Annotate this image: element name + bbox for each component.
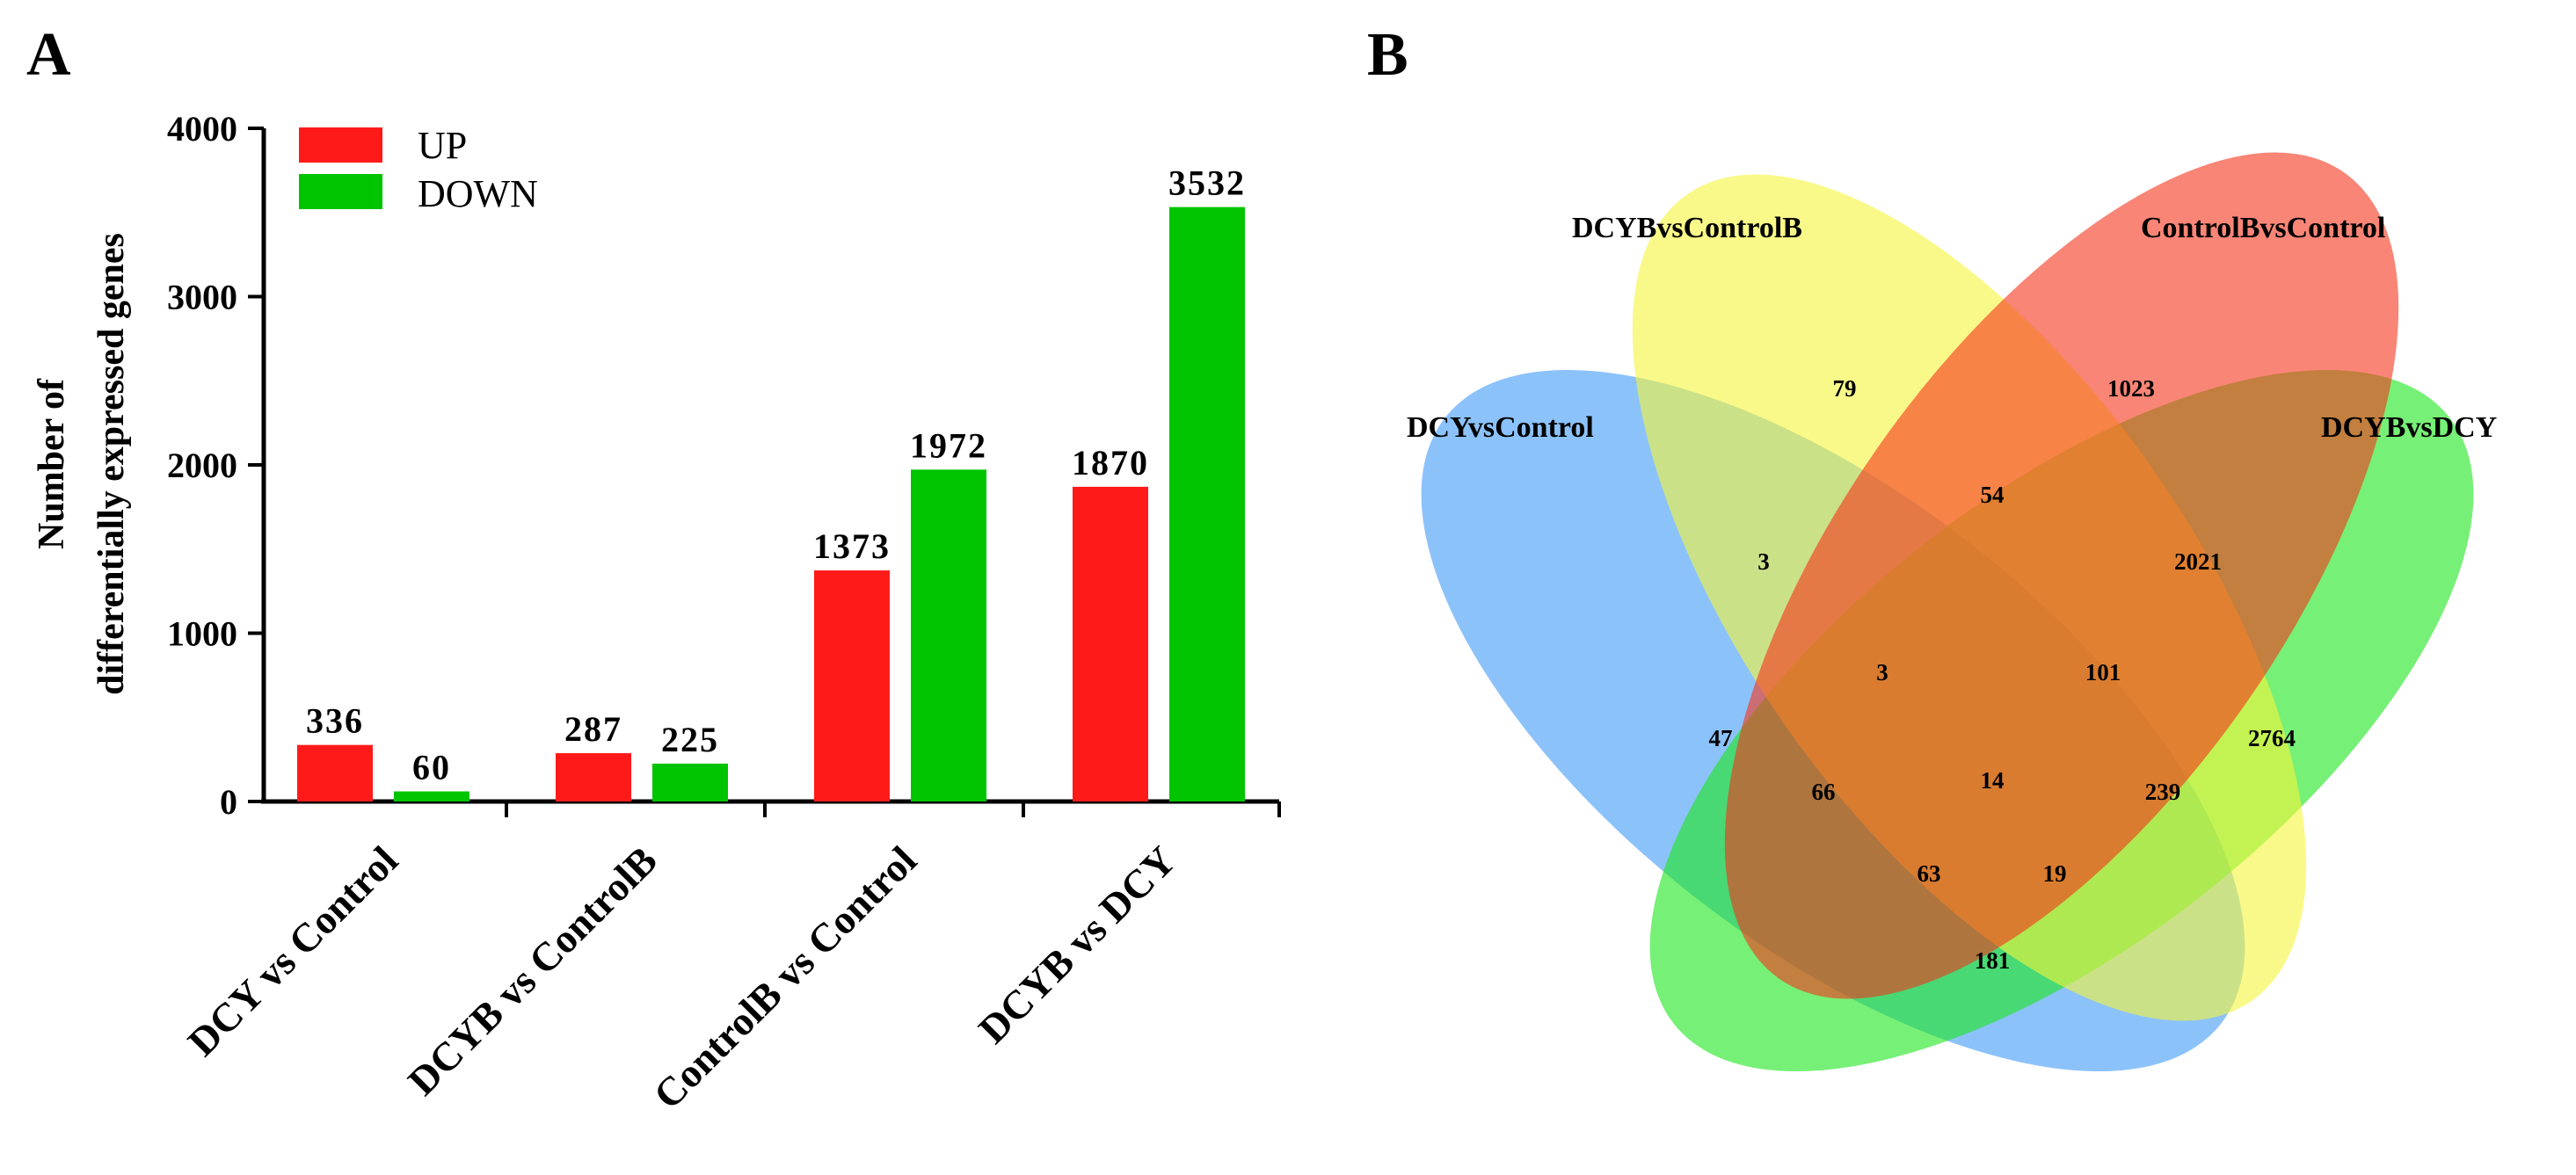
category-label: DCY vs Control bbox=[179, 838, 406, 1064]
venn-count: 19 bbox=[2043, 860, 2067, 887]
bar-value-label: 1972 bbox=[910, 425, 987, 465]
bar-value-label: 336 bbox=[306, 701, 364, 741]
bar-value-label: 1870 bbox=[1072, 443, 1149, 482]
y-tick-label: 1000 bbox=[167, 614, 237, 654]
venn-count: 54 bbox=[1981, 482, 2005, 508]
legend-label-down: DOWN bbox=[418, 172, 538, 215]
bar-value-label: 287 bbox=[564, 709, 622, 749]
category-label: DCYB vs ControlB bbox=[399, 838, 666, 1104]
venn-set-label-controlbvscontrol: ControlBvsControl bbox=[2141, 212, 2385, 244]
panel-a-label: A bbox=[26, 21, 71, 89]
panel-b-label: B bbox=[1367, 21, 1408, 89]
y-tick-label: 4000 bbox=[167, 109, 237, 149]
bar-down-0 bbox=[394, 791, 469, 801]
category-label: ControlB vs Control bbox=[644, 838, 925, 1118]
legend-swatch-down bbox=[299, 174, 382, 209]
venn-count: 1023 bbox=[2107, 375, 2155, 402]
venn-region-counts: 79 1023 54 3 2021 3 101 47 2764 14 66 23… bbox=[1709, 375, 2296, 974]
bar-up-0 bbox=[297, 744, 373, 801]
venn-count: 101 bbox=[2085, 659, 2121, 685]
legend-swatch-up bbox=[299, 127, 382, 163]
legend: UP DOWN bbox=[299, 124, 538, 215]
bar-down-2 bbox=[911, 469, 986, 801]
bar-down-3 bbox=[1169, 207, 1245, 801]
venn-count: 63 bbox=[1917, 860, 1941, 887]
bars bbox=[297, 207, 1245, 801]
venn-count: 2021 bbox=[2174, 548, 2222, 575]
venn-ellipse-controlbvscontrol bbox=[1724, 152, 2399, 999]
venn-count: 239 bbox=[2145, 779, 2181, 805]
y-ticks: 0 1000 2000 3000 4000 bbox=[167, 109, 264, 822]
bar-up-3 bbox=[1073, 486, 1148, 801]
bar-labels: 336 287 1373 1870 60 225 1972 3532 bbox=[306, 163, 1246, 787]
bar-value-label: 3532 bbox=[1168, 163, 1246, 203]
venn-count: 3 bbox=[1876, 659, 1888, 685]
y-axis-title-line2: differentially expressed genes bbox=[91, 233, 132, 695]
x-ticks bbox=[505, 801, 1281, 817]
bar-down-1 bbox=[652, 763, 728, 801]
venn-set-label-dcybvsdcy: DCYBvsDCY bbox=[2321, 411, 2497, 444]
bar-value-label: 225 bbox=[661, 720, 719, 759]
y-tick-label: 3000 bbox=[167, 278, 237, 317]
venn-count: 14 bbox=[1981, 767, 2005, 794]
bar-value-label: 60 bbox=[412, 748, 451, 787]
venn-set-labels: DCYvsControl DCYBvsControlB ControlBvsCo… bbox=[1407, 212, 2497, 444]
venn-count: 47 bbox=[1709, 725, 1733, 751]
bar-up-1 bbox=[556, 753, 631, 801]
venn-count: 66 bbox=[1812, 779, 1836, 805]
venn-count: 79 bbox=[1833, 375, 1857, 402]
venn-set-label-dcyvscontrol: DCYvsControl bbox=[1407, 411, 1594, 444]
category-label: DCYB vs DCY bbox=[970, 838, 1184, 1052]
panel-a: A Number of differentially expressed gen… bbox=[26, 21, 1281, 1118]
venn-count: 3 bbox=[1757, 548, 1770, 575]
venn-set-label-dcybvscontrolb: DCYBvsControlB bbox=[1572, 212, 1802, 244]
venn-count: 2764 bbox=[2248, 725, 2296, 751]
bar-up-2 bbox=[814, 570, 890, 801]
y-tick-label: 0 bbox=[220, 782, 237, 822]
panel-b: B DCYvsControl DCYBvsControlB ControlBvs… bbox=[1367, 21, 2497, 1072]
venn-count: 181 bbox=[1975, 947, 2011, 974]
y-tick-label: 2000 bbox=[167, 446, 237, 485]
legend-label-up: UP bbox=[418, 124, 467, 167]
y-axis-title-line1: Number of bbox=[32, 378, 72, 549]
venn-ellipses bbox=[1421, 152, 2474, 1072]
bar-value-label: 1373 bbox=[813, 526, 891, 566]
